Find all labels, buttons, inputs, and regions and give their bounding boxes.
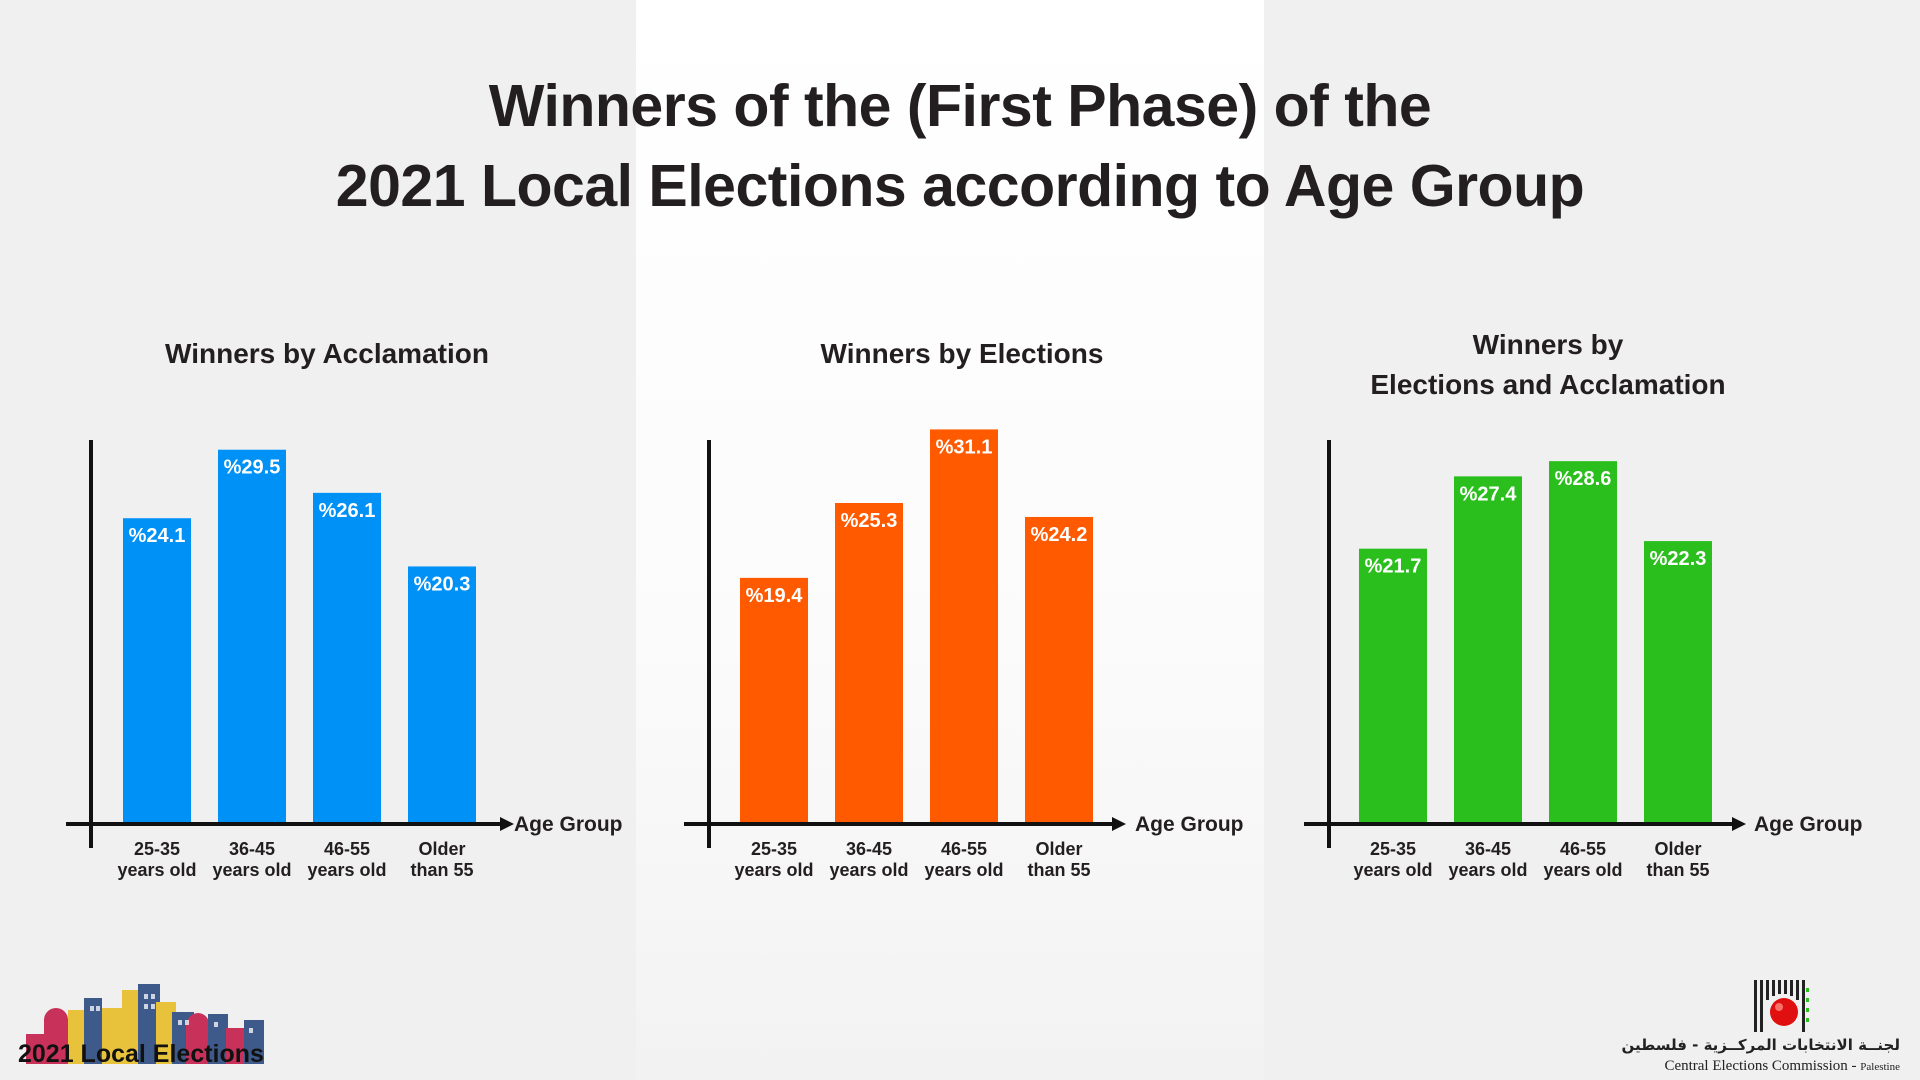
chart-3-bar-2: [1454, 476, 1522, 824]
chart-3-title-line-1: Winners by: [1473, 329, 1624, 360]
chart-3-x-axis-label: Age Group: [1754, 813, 1863, 836]
chart-2-title-line-1: Winners by Elections: [821, 338, 1104, 369]
chart-1-tick-label-3-2: years old: [307, 860, 386, 880]
chart-3-bar-4: [1644, 541, 1712, 824]
chart-2-tick-label-4-2: than 55: [1027, 860, 1090, 880]
chart-3-bar-label-4: %22.3: [1650, 548, 1707, 570]
chart-2-bar-label-1: %19.4: [746, 585, 804, 607]
chart-2-tick-label-2-2: years old: [829, 860, 908, 880]
chart-1-tick-label-4-1: Older: [418, 839, 465, 859]
chart-2-bar-2: [835, 503, 903, 824]
chart-1-bar-label-3: %26.1: [319, 500, 376, 522]
chart-3: Winners by Elections and Acclamation %21.7…: [1304, 329, 1863, 880]
chart-2-bar-label-3: %31.1: [936, 436, 993, 458]
chart-1-bar-label-2: %29.5: [224, 457, 281, 479]
chart-3-tick-label-4-2: than 55: [1646, 860, 1709, 880]
cec-english-name: Central Elections Commission - Palestine: [1650, 1058, 1900, 1075]
chart-1-tick-label-3-1: 46-55: [324, 839, 370, 859]
chart-2-bar-1: [740, 577, 808, 824]
chart-3-tick-label-2-1: 36-45: [1465, 839, 1511, 859]
chart-3-tick-label-1-2: years old: [1353, 860, 1432, 880]
page-title: Winners of the (First Phase) of the 2021…: [0, 66, 1920, 226]
chart-2-tick-label-4-1: Older: [1035, 839, 1082, 859]
chart-1-tick-label-1-2: years old: [117, 860, 196, 880]
chart-3-tick-label-1-1: 25-35: [1370, 839, 1416, 859]
cec-english-name-main: Central Elections Commission -: [1664, 1058, 1857, 1074]
chart-3-x-axis-arrow-icon: [1732, 817, 1746, 831]
chart-1-tick-label-2-1: 36-45: [229, 839, 275, 859]
chart-2-bar-label-2: %25.3: [841, 510, 898, 532]
cec-english-name-suffix: Palestine: [1860, 1061, 1900, 1073]
chart-1-tick-label-2-2: years old: [212, 860, 291, 880]
chart-3-bar-3: [1549, 461, 1617, 824]
chart-3-bar-1: [1359, 548, 1427, 824]
chart-2-tick-label-2-1: 36-45: [846, 839, 892, 859]
chart-1-bar-2: [218, 449, 286, 824]
chart-1-bar-3: [313, 492, 381, 824]
chart-3-title-line-2: Elections and Acclamation: [1370, 369, 1725, 400]
chart-3-tick-label-3-1: 46-55: [1560, 839, 1606, 859]
chart-2-x-axis-arrow-icon: [1112, 817, 1126, 831]
chart-3-tick-label-4-1: Older: [1654, 839, 1701, 859]
page-title-line-1: Winners of the (First Phase) of the: [488, 73, 1432, 139]
chart-3-bar-label-1: %21.7: [1365, 556, 1422, 578]
local-elections-logo-text: 2021 Local Elections: [18, 1040, 264, 1068]
chart-2-bar-label-4: %24.2: [1031, 524, 1088, 546]
chart-1-bar-label-4: %20.3: [414, 573, 471, 595]
chart-2-tick-label-3-2: years old: [924, 860, 1003, 880]
local-elections-logo: [26, 984, 264, 1064]
chart-1-x-axis-label: Age Group: [514, 813, 623, 836]
cec-emblem-icon: [1754, 980, 1809, 1032]
chart-2-x-axis-label: Age Group: [1135, 813, 1244, 836]
chart-2-bar-3: [930, 429, 998, 824]
chart-3-tick-label-2-2: years old: [1448, 860, 1527, 880]
cec-logo: لجنــة الانتخابات المركــزية - فلسطين Ce…: [1621, 976, 1910, 1080]
chart-1-tick-label-1-1: 25-35: [134, 839, 180, 859]
chart-2-tick-label-1-1: 25-35: [751, 839, 797, 859]
chart-3-bar-label-3: %28.6: [1555, 468, 1612, 490]
chart-3-bar-label-2: %27.4: [1460, 483, 1518, 505]
chart-2-tick-label-1-2: years old: [734, 860, 813, 880]
chart-1-x-axis-arrow-icon: [500, 817, 514, 831]
page-title-line-2: 2021 Local Elections according to Age Gr…: [335, 153, 1585, 219]
chart-1-title-line-1: Winners by Acclamation: [165, 338, 489, 369]
chart-1-bar-1: [123, 518, 191, 824]
chart-2-bar-4: [1025, 516, 1093, 824]
chart-1-bar-4: [408, 566, 476, 824]
chart-3-tick-label-3-2: years old: [1543, 860, 1622, 880]
chart-2-tick-label-3-1: 46-55: [941, 839, 987, 859]
chart-1-bar-label-1: %24.1: [129, 525, 186, 547]
cec-arabic-name: لجنــة الانتخابات المركــزية - فلسطين: [1621, 1036, 1900, 1054]
chart-1-tick-label-4-2: than 55: [410, 860, 473, 880]
